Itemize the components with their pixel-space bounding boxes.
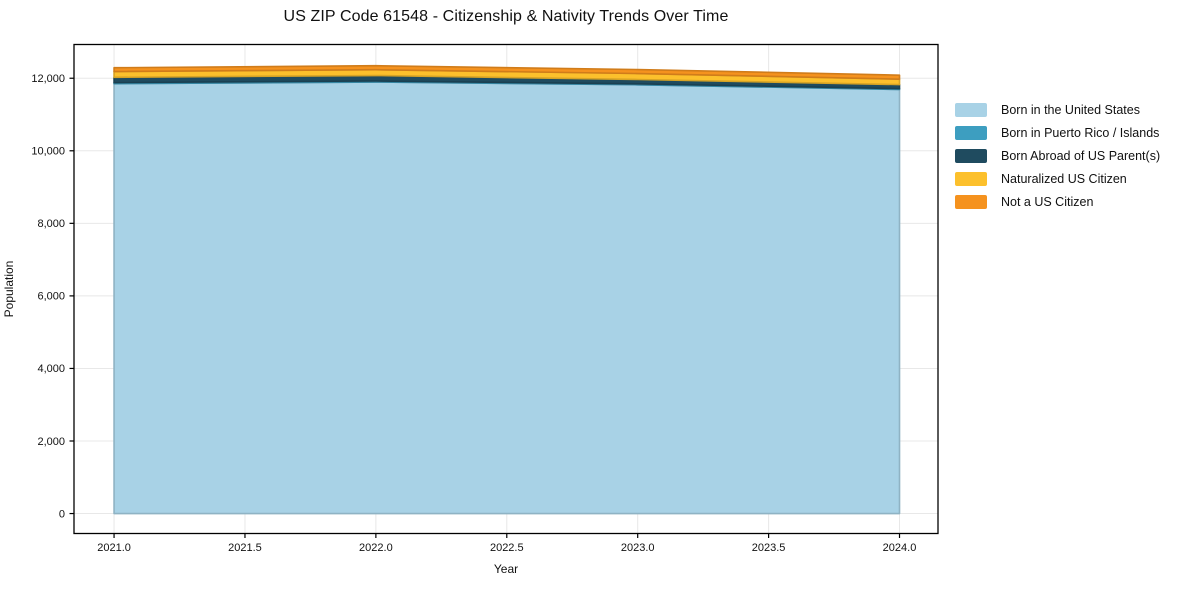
legend-item: Born in Puerto Rico / Islands <box>955 126 1160 140</box>
x-tick-label: 2021.0 <box>97 542 131 554</box>
legend-item: Naturalized US Citizen <box>955 172 1160 186</box>
area-series-5 <box>113 64 901 80</box>
y-tick-label: 10,000 <box>31 146 65 158</box>
legend-swatch-icon <box>955 195 987 209</box>
y-tick-label: 12,000 <box>31 73 65 85</box>
legend-label: Born in Puerto Rico / Islands <box>1001 125 1160 140</box>
y-tick-label: 0 <box>59 508 65 520</box>
x-tick-label: 2023.5 <box>752 542 786 554</box>
chart-title: US ZIP Code 61548 - Citizenship & Nativi… <box>283 8 729 25</box>
legend-swatch-icon <box>955 149 987 163</box>
y-tick-label: 4,000 <box>37 363 65 375</box>
legend-item: Born in the United States <box>955 103 1160 117</box>
legend-label: Naturalized US Citizen <box>1001 171 1127 186</box>
y-tick-label: 2,000 <box>37 436 65 448</box>
area-series-1 <box>113 81 901 515</box>
legend-swatch-icon <box>955 103 987 117</box>
legend-label: Not a US Citizen <box>1001 194 1094 209</box>
legend: Born in the United States Born in Puerto … <box>955 103 1160 209</box>
legend-label: Born in the United States <box>1001 102 1140 117</box>
legend-swatch-icon <box>955 126 987 140</box>
x-tick-label: 2024.0 <box>883 542 917 554</box>
legend-swatch-icon <box>955 172 987 186</box>
y-axis-label: Population <box>2 260 16 318</box>
legend-item: Born Abroad of US Parent(s) <box>955 149 1160 163</box>
x-tick-label: 2023.0 <box>621 542 655 554</box>
x-tick-label: 2022.5 <box>490 542 524 554</box>
y-tick-label: 8,000 <box>37 218 65 230</box>
x-axis-label: Year <box>493 562 519 576</box>
x-tick-label: 2021.5 <box>228 542 262 554</box>
x-tick-label: 2022.0 <box>359 542 393 554</box>
legend-item: Not a US Citizen <box>955 195 1160 209</box>
y-tick-label: 6,000 <box>37 291 65 303</box>
axes-spines <box>73 43 939 535</box>
legend-label: Born Abroad of US Parent(s) <box>1001 148 1161 163</box>
